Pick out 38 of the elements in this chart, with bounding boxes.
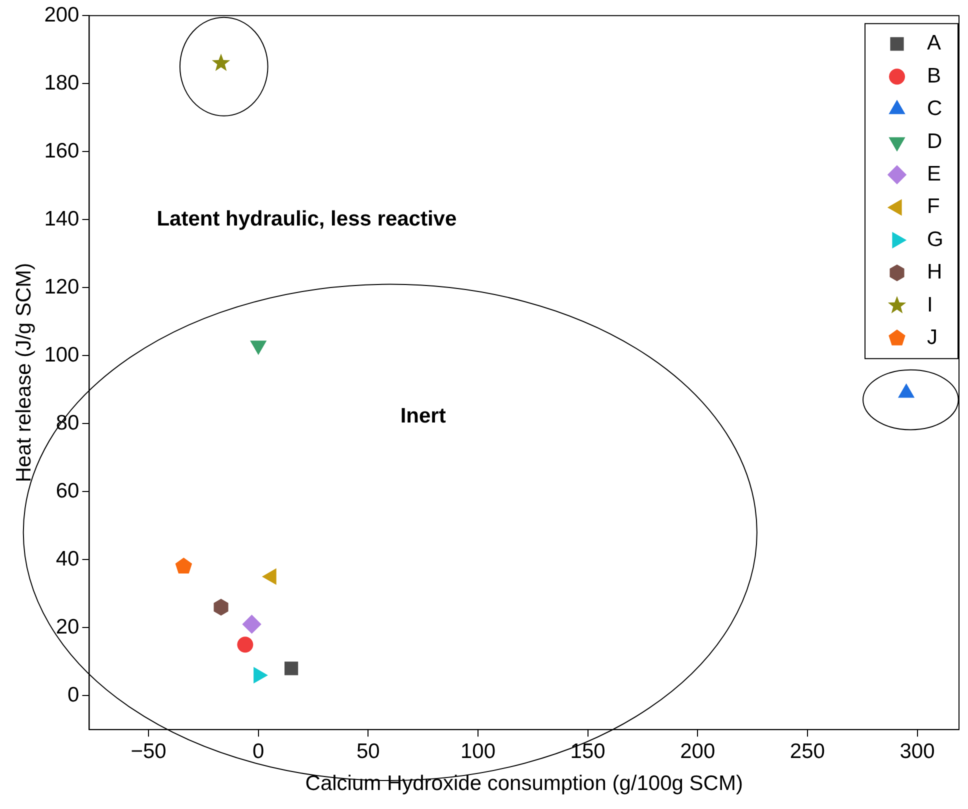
x-tick-label: 100 xyxy=(460,740,496,763)
legend-label: I xyxy=(927,293,933,316)
legend-label: H xyxy=(927,260,942,284)
point xyxy=(214,598,228,616)
legend-label: G xyxy=(927,228,944,251)
y-tick-label: 40 xyxy=(56,547,80,570)
y-tick-label: 0 xyxy=(68,683,80,706)
x-tick-label: 0 xyxy=(252,740,264,763)
legend-label: F xyxy=(927,195,940,218)
annotation: Inert xyxy=(400,404,446,428)
x-tick-label: 300 xyxy=(900,740,935,763)
y-tick-label: 120 xyxy=(44,275,80,298)
x-tick-label: −50 xyxy=(130,740,166,763)
x-tick-label: 250 xyxy=(790,740,825,763)
legend-label: C xyxy=(927,97,942,120)
x-tick-label: 150 xyxy=(570,740,606,763)
y-tick-label: 160 xyxy=(44,139,80,162)
point xyxy=(212,54,230,71)
legend-label: E xyxy=(927,162,942,186)
y-tick-label: 60 xyxy=(56,479,80,502)
point xyxy=(242,614,262,634)
y-tick-label: 100 xyxy=(44,343,80,366)
point xyxy=(175,558,192,574)
y-tick-label: 140 xyxy=(44,207,80,230)
legend-label: J xyxy=(927,326,938,350)
annotation: Latent hydraulic, less reactive xyxy=(156,207,457,230)
y-axis-title: Heat release (J/g SCM) xyxy=(12,262,36,482)
x-axis-title: Calcium Hydroxide consumption (g/100g SCM) xyxy=(305,772,743,796)
y-tick-label: 20 xyxy=(56,615,80,638)
y-tick-label: 200 xyxy=(44,3,80,26)
x-tick-label: 200 xyxy=(680,740,716,763)
legend-label: D xyxy=(927,130,942,153)
legend-label: A xyxy=(927,32,942,55)
y-tick-label: 180 xyxy=(44,71,80,94)
point xyxy=(237,636,254,653)
legend-label: B xyxy=(927,64,942,88)
point xyxy=(284,662,298,676)
x-tick-label: 50 xyxy=(356,740,380,763)
